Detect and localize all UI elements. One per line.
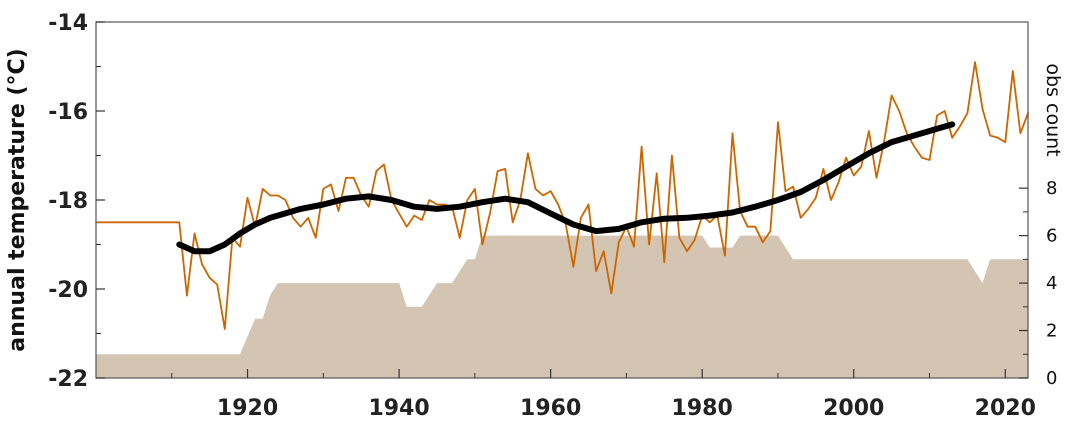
y2-tick-label: 6 <box>1046 226 1057 247</box>
x-tick-label: 2020 <box>975 396 1036 421</box>
y2-tick-label: 4 <box>1046 273 1057 294</box>
obs-count-area <box>96 235 1028 378</box>
y2-tick-label: 8 <box>1046 178 1057 199</box>
y-tick-label: -22 <box>48 367 88 392</box>
y-tick-label: -16 <box>48 100 88 125</box>
x-tick-label: 1960 <box>520 396 581 421</box>
x-tick-label: 2000 <box>823 396 884 421</box>
x-tick-label: 1980 <box>672 396 733 421</box>
y-tick-label: -18 <box>48 189 88 214</box>
obs-count-area-layer <box>96 235 1028 378</box>
y2-tick-label: 2 <box>1046 321 1057 342</box>
smoothed-temperature-line <box>176 121 956 255</box>
temperature-series-layer <box>95 61 1029 330</box>
annual-temperature-line <box>95 61 1029 330</box>
right-axis-label: obs count <box>1042 63 1064 156</box>
y2-tick-label: 0 <box>1046 368 1057 389</box>
axis-ticks-layer: -22 -20 -18 -16 -14 1920 1940 1960 1980 2000 2020 0… <box>48 11 1057 421</box>
y-tick-label: -14 <box>48 11 88 36</box>
x-tick-label: 1940 <box>368 396 429 421</box>
x-tick-label: 1920 <box>217 396 278 421</box>
y-tick-label: -20 <box>48 278 88 303</box>
y-axis-label: annual temperature (°C) <box>5 48 30 351</box>
